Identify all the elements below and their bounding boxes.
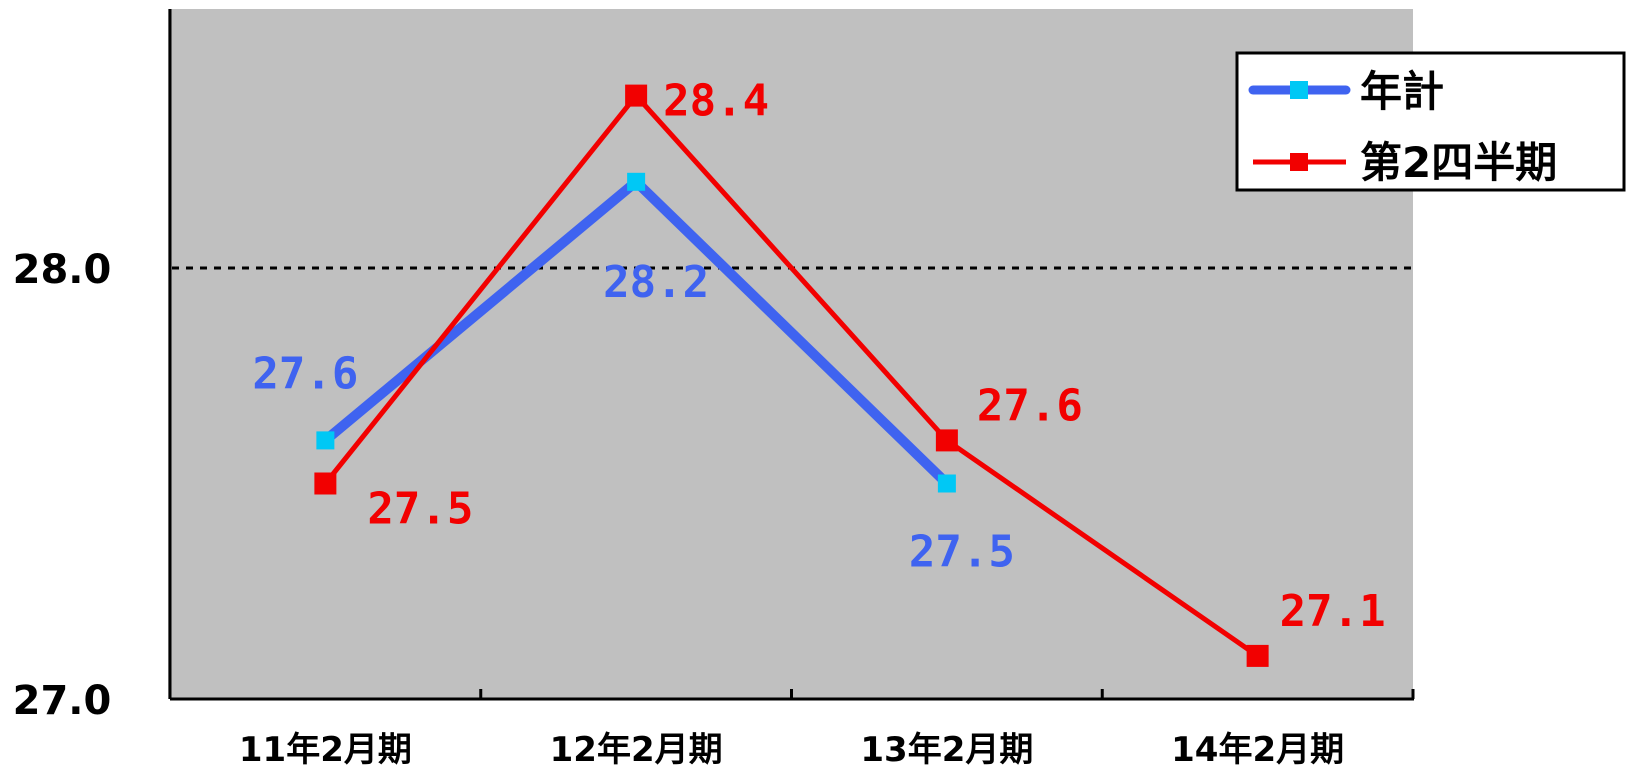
data-point-q2 bbox=[1246, 644, 1269, 667]
legend-label-annual: 年計 bbox=[1360, 67, 1444, 116]
data-label-q2: 27.5 bbox=[367, 484, 473, 535]
data-point-q2 bbox=[314, 472, 337, 495]
data-label-annual: 28.2 bbox=[603, 257, 709, 308]
data-label-q2: 28.4 bbox=[663, 76, 769, 127]
plot-area bbox=[168, 9, 1413, 699]
x-tick-label: 12年2月期 bbox=[550, 730, 723, 770]
data-label-q2: 27.6 bbox=[977, 380, 1083, 431]
data-point-annual bbox=[937, 474, 956, 493]
data-label-q2: 27.1 bbox=[1280, 586, 1386, 637]
y-tick-label: 28.0 bbox=[13, 247, 112, 293]
data-point-q2 bbox=[935, 429, 958, 452]
data-label-annual: 27.6 bbox=[252, 348, 358, 399]
data-point-annual bbox=[627, 172, 646, 191]
legend-marker-annual bbox=[1290, 81, 1308, 99]
data-label-annual: 27.5 bbox=[909, 527, 1015, 578]
series-line-q2 bbox=[323, 91, 1260, 658]
legend: 年計 第2四半期 bbox=[1235, 51, 1626, 192]
legend-marker-q2 bbox=[1290, 153, 1308, 171]
x-tick-label: 11年2月期 bbox=[239, 730, 412, 770]
data-point-q2 bbox=[625, 84, 648, 107]
y-tick-label: 27.0 bbox=[13, 678, 112, 724]
x-tick-label: 14年2月期 bbox=[1171, 730, 1344, 770]
x-tick-label: 13年2月期 bbox=[860, 730, 1033, 770]
data-point-annual bbox=[316, 431, 335, 450]
legend-label-q2: 第2四半期 bbox=[1360, 138, 1557, 187]
